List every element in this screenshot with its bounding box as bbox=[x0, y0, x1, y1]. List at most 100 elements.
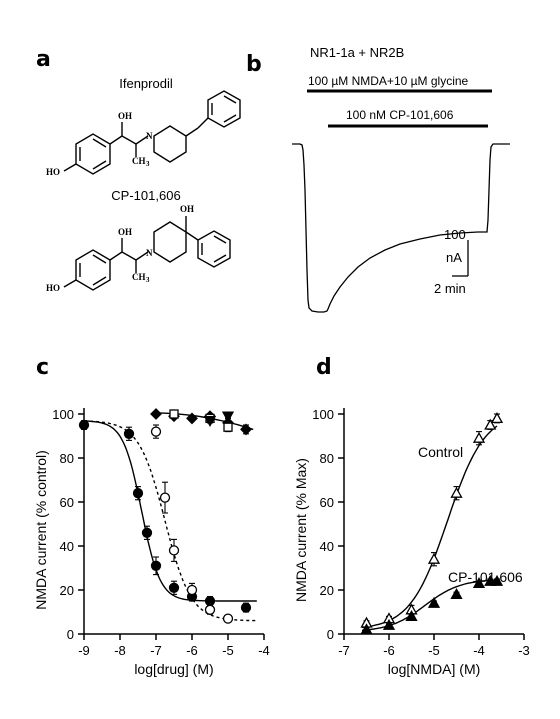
data-point bbox=[490, 412, 504, 424]
data-point bbox=[450, 486, 463, 498]
ifen-ch3-sub: 3 bbox=[146, 160, 150, 168]
data-point bbox=[168, 582, 180, 593]
cp101606-dose-label: 100 nM CP-101,606 bbox=[346, 108, 454, 122]
y-tick-label: 80 bbox=[320, 451, 334, 466]
cp101606-structure bbox=[63, 216, 231, 291]
x-tick-label: -5 bbox=[428, 643, 440, 658]
fit-curve-2 bbox=[361, 579, 498, 631]
y-tick-label: 100 bbox=[312, 407, 334, 422]
x-axis-title: log[NMDA] (M) bbox=[388, 661, 481, 677]
data-point bbox=[484, 418, 497, 430]
data-point bbox=[240, 602, 252, 613]
cp-ch3-sub: 3 bbox=[146, 276, 150, 284]
data-point bbox=[472, 577, 486, 589]
data-point bbox=[78, 419, 90, 431]
x-tick-label: -4 bbox=[473, 643, 485, 658]
nmda-glycine-label: 100 µM NMDA+10 µM glycine bbox=[308, 74, 469, 88]
x-tick-label: -8 bbox=[114, 643, 126, 658]
fit-curve-3 bbox=[152, 412, 254, 431]
ifenprodil-structure bbox=[63, 90, 241, 175]
x-tick-label: -3 bbox=[518, 643, 530, 658]
panel-d-letter: d bbox=[316, 355, 332, 380]
cp-ch3-label: CH bbox=[132, 272, 146, 282]
ifen-n-label: N bbox=[146, 131, 153, 141]
data-point bbox=[159, 492, 171, 503]
fit-curve-1 bbox=[83, 420, 257, 602]
data-point bbox=[221, 411, 235, 423]
series-2 bbox=[360, 574, 504, 635]
data-point bbox=[472, 431, 486, 443]
data-point bbox=[123, 428, 135, 439]
scale-current-value: 100 bbox=[444, 227, 466, 242]
y-tick-label: 80 bbox=[60, 451, 74, 466]
current-trace bbox=[292, 143, 510, 313]
cp-n-label: N bbox=[146, 248, 153, 258]
data-point bbox=[168, 545, 180, 556]
ifen-oh-label: OH bbox=[118, 111, 132, 121]
data-point bbox=[150, 426, 162, 437]
y-tick-label: 0 bbox=[67, 627, 74, 642]
data-point bbox=[427, 552, 441, 564]
scale-bar: 100 nA 2 min bbox=[434, 227, 469, 296]
y-axis-title: NMDA current (% Max) bbox=[293, 458, 309, 602]
data-point bbox=[240, 423, 252, 436]
data-point bbox=[186, 412, 198, 425]
x-tick-label: -7 bbox=[338, 643, 350, 658]
annotation-control: Control bbox=[418, 444, 463, 460]
y-tick-label: 0 bbox=[327, 627, 334, 642]
cp-oh2-label: OH bbox=[180, 204, 194, 214]
series-2 bbox=[150, 424, 234, 624]
data-point bbox=[132, 488, 144, 499]
series-5 bbox=[203, 411, 235, 427]
y-axis-title: NMDA current (% control) bbox=[33, 450, 49, 609]
data-point bbox=[186, 584, 198, 596]
data-point bbox=[490, 574, 504, 586]
panel-a-letter: a bbox=[36, 47, 51, 72]
x-axis-title: log[drug] (M) bbox=[134, 661, 213, 677]
scale-time-label: 2 min bbox=[434, 281, 466, 296]
y-tick-label: 60 bbox=[60, 495, 74, 510]
data-point bbox=[169, 409, 179, 419]
x-tick-label: -7 bbox=[150, 643, 162, 658]
chart-c: 0 20 40 60 80 100 -9 -8 -7 -6 -5 -4 log[drug] (M) NMD… bbox=[33, 407, 270, 677]
x-tick-label: -6 bbox=[186, 643, 198, 658]
y-tick-label: 20 bbox=[320, 583, 334, 598]
cp101606-label: CP-101,606 bbox=[111, 188, 180, 203]
data-point bbox=[222, 613, 234, 624]
data-point bbox=[203, 415, 217, 427]
panel-b-letter: b bbox=[246, 52, 262, 77]
data-point bbox=[204, 595, 216, 607]
ifenprodil-atom-labels: OH N CH 3 HO bbox=[46, 111, 153, 177]
ifenprodil-label: Ifenprodil bbox=[119, 76, 173, 91]
data-point bbox=[450, 588, 463, 600]
ifen-ch3-label: CH bbox=[132, 156, 146, 166]
ifen-ho-label: HO bbox=[46, 167, 60, 177]
scale-current-unit: nA bbox=[446, 250, 462, 265]
data-point bbox=[141, 527, 153, 538]
x-tick-label: -9 bbox=[78, 643, 90, 658]
panel-c-letter: c bbox=[36, 355, 49, 380]
x-tick-label: -5 bbox=[222, 643, 234, 658]
y-tick-label: 60 bbox=[320, 495, 334, 510]
chart-d: 0 20 40 60 80 100 -7 -6 -5 -4 -3 log[NMDA] (M) NMDA … bbox=[293, 407, 530, 677]
data-point bbox=[427, 596, 441, 608]
cp-oh1-label: OH bbox=[118, 227, 132, 237]
data-point bbox=[204, 604, 216, 615]
x-tick-label: -6 bbox=[383, 643, 395, 658]
y-tick-label: 40 bbox=[60, 539, 74, 554]
data-point bbox=[405, 610, 418, 622]
cp101606-atom-labels: OH N OH CH 3 HO bbox=[46, 204, 194, 293]
x-tick-label: -4 bbox=[258, 643, 270, 658]
data-point bbox=[150, 408, 162, 420]
data-point bbox=[360, 623, 373, 635]
data-point bbox=[223, 422, 233, 432]
y-tick-label: 100 bbox=[52, 407, 74, 422]
data-point bbox=[150, 560, 162, 571]
y-tick-label: 40 bbox=[320, 539, 334, 554]
annotation-cp-101-606: CP-101,606 bbox=[448, 569, 523, 585]
cp-ho-label: HO bbox=[46, 283, 60, 293]
receptor-title: NR1-1a + NR2B bbox=[310, 45, 404, 60]
y-tick-label: 20 bbox=[60, 583, 74, 598]
data-point bbox=[382, 618, 396, 630]
